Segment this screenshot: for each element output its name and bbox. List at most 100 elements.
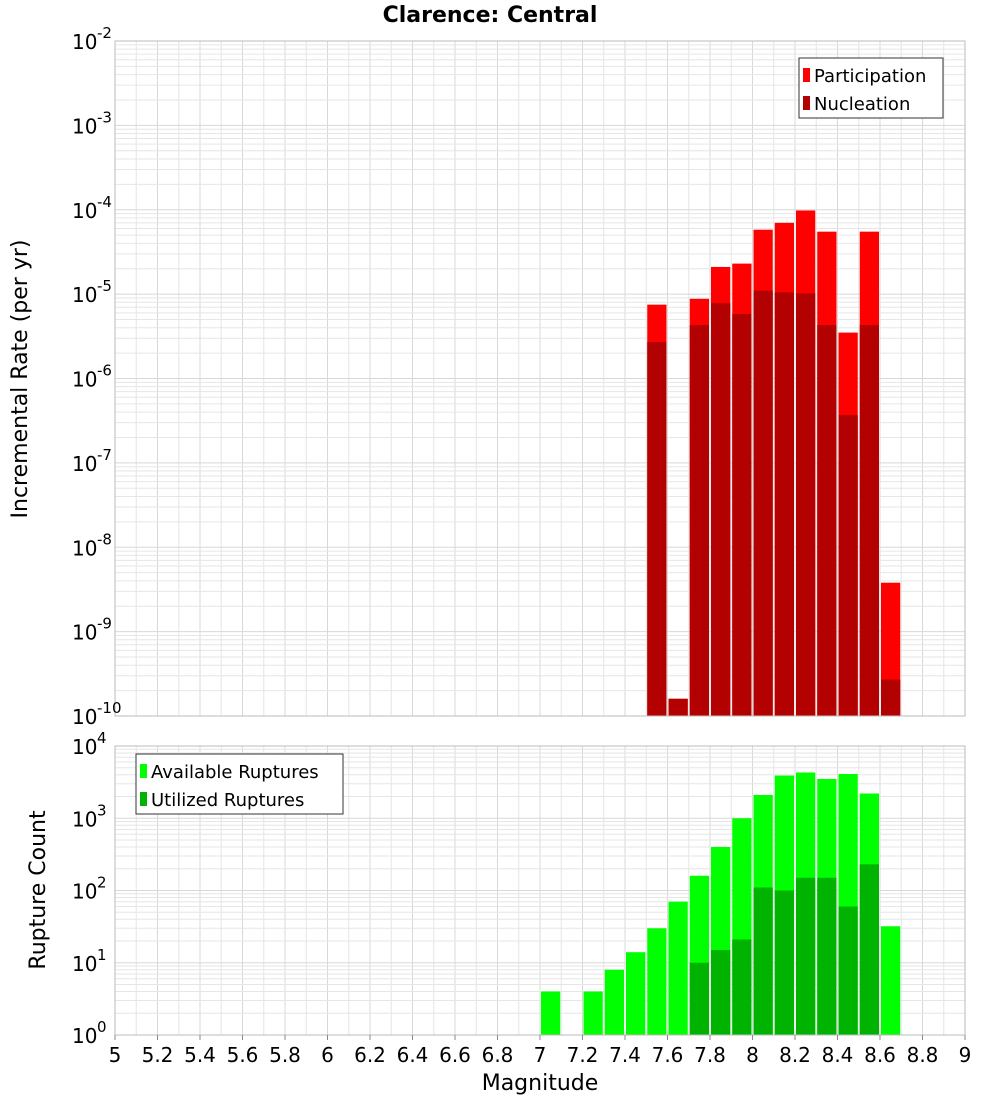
x-tick-label: 5.6 bbox=[227, 1043, 259, 1067]
bar-nucleation bbox=[838, 414, 858, 716]
y-tick-label: 10 bbox=[72, 30, 97, 54]
bottom-legend: Available Ruptures Utilized Ruptures bbox=[135, 753, 344, 815]
y-tick-label: 10 bbox=[72, 199, 97, 223]
bar-nucleation bbox=[881, 679, 901, 716]
legend-box bbox=[798, 57, 944, 119]
bar-available-ruptures bbox=[604, 969, 624, 1035]
x-tick-label: 8 bbox=[746, 1043, 759, 1067]
x-tick-label: 6.2 bbox=[354, 1043, 386, 1067]
x-axis-label: Magnitude bbox=[482, 1071, 599, 1096]
bar-nucleation bbox=[753, 290, 773, 716]
top-legend: Participation Nucleation bbox=[798, 57, 944, 119]
y-tick-label: 10 bbox=[72, 705, 97, 729]
y-tick-label: 10 bbox=[72, 283, 97, 307]
bar-utilized-ruptures bbox=[774, 890, 794, 1035]
y-tick-label: 10 bbox=[72, 114, 97, 138]
legend-label: Nucleation bbox=[814, 94, 910, 115]
y-tick-exponent: -3 bbox=[97, 108, 112, 126]
y-tick-exponent: 1 bbox=[97, 946, 107, 964]
y-tick-exponent: -6 bbox=[97, 362, 112, 380]
y-tick-label: 10 bbox=[72, 952, 97, 976]
bar-available-ruptures bbox=[668, 901, 688, 1035]
bottom-bars bbox=[541, 772, 901, 1035]
bar-nucleation bbox=[711, 303, 731, 716]
y-tick-label: 10 bbox=[72, 735, 97, 759]
y-tick-exponent: -7 bbox=[97, 446, 112, 464]
y-tick-label: 10 bbox=[72, 452, 97, 476]
top-bars bbox=[647, 210, 901, 717]
y-tick-exponent: 4 bbox=[97, 729, 107, 747]
y-tick-exponent: -8 bbox=[97, 530, 112, 548]
legend-swatch bbox=[140, 764, 147, 778]
bar-nucleation bbox=[817, 325, 837, 716]
legend-box bbox=[135, 753, 344, 815]
legend-swatch bbox=[803, 96, 810, 110]
y-tick-label: 10 bbox=[72, 1024, 97, 1048]
x-tick-label: 7 bbox=[534, 1043, 547, 1067]
bar-utilized-ruptures bbox=[817, 877, 837, 1035]
top-grid bbox=[114, 41, 966, 717]
x-tick-label: 6 bbox=[321, 1043, 334, 1067]
chart-title: Clarence: Central bbox=[383, 3, 598, 28]
y-tick-label: 10 bbox=[72, 880, 97, 904]
x-tick-label: 7.6 bbox=[652, 1043, 684, 1067]
legend-swatch bbox=[803, 68, 810, 82]
bar-utilized-ruptures bbox=[859, 864, 879, 1035]
bar-nucleation bbox=[647, 342, 667, 716]
x-tick-label: 8.6 bbox=[864, 1043, 896, 1067]
y-tick-exponent: -4 bbox=[97, 193, 112, 211]
legend-label: Utilized Ruptures bbox=[151, 790, 304, 811]
bar-available-ruptures bbox=[583, 991, 603, 1035]
bar-available-ruptures bbox=[541, 991, 561, 1035]
x-tick-label: 5.2 bbox=[142, 1043, 174, 1067]
y-tick-exponent: 2 bbox=[97, 874, 107, 892]
y-tick-exponent: -10 bbox=[97, 699, 122, 717]
bar-nucleation bbox=[774, 292, 794, 716]
bar-utilized-ruptures bbox=[711, 950, 731, 1035]
x-tick-label: 5.8 bbox=[269, 1043, 301, 1067]
bar-nucleation bbox=[796, 293, 816, 716]
x-tick-label: 7.4 bbox=[609, 1043, 641, 1067]
x-tick-label: 7.8 bbox=[694, 1043, 726, 1067]
x-ticks: 5 5.2 5.4 5.6 5.8 6 6.2 6.4 6.6 6.8 7 7.2 7.4 7.6 7.8 8… bbox=[109, 1035, 972, 1067]
bar-available-ruptures bbox=[881, 926, 901, 1035]
y-tick-exponent: -2 bbox=[97, 24, 112, 42]
y-tick-exponent: -5 bbox=[97, 277, 112, 295]
bar-nucleation bbox=[859, 325, 879, 716]
bar-utilized-ruptures bbox=[689, 962, 709, 1035]
y-tick-label: 10 bbox=[72, 368, 97, 392]
y-tick-exponent: -9 bbox=[97, 615, 112, 633]
bar-utilized-ruptures bbox=[753, 887, 773, 1035]
x-tick-label: 6.8 bbox=[482, 1043, 514, 1067]
bar-utilized-ruptures bbox=[732, 939, 752, 1035]
legend-swatch bbox=[140, 792, 147, 806]
x-tick-label: 5.4 bbox=[184, 1043, 216, 1067]
x-tick-label: 6.6 bbox=[439, 1043, 471, 1067]
top-plot-frame bbox=[114, 40, 966, 717]
x-tick-label: 9 bbox=[959, 1043, 972, 1067]
top-y-axis-label: Incremental Rate (per yr) bbox=[8, 240, 33, 519]
bar-available-ruptures bbox=[626, 952, 646, 1035]
bar-available-ruptures bbox=[647, 928, 667, 1035]
y-tick-exponent: 3 bbox=[97, 801, 107, 819]
x-tick-label: 6.4 bbox=[397, 1043, 429, 1067]
y-tick-label: 10 bbox=[72, 621, 97, 645]
y-tick-label: 10 bbox=[72, 536, 97, 560]
bar-nucleation bbox=[689, 325, 709, 716]
x-tick-label: 8.2 bbox=[779, 1043, 811, 1067]
bar-nucleation bbox=[732, 314, 752, 716]
legend-label: Participation bbox=[814, 66, 926, 87]
x-tick-label: 5 bbox=[109, 1043, 122, 1067]
x-tick-label: 7.2 bbox=[567, 1043, 599, 1067]
bar-utilized-ruptures bbox=[796, 877, 816, 1035]
y-tick-exponent: 0 bbox=[97, 1018, 107, 1036]
x-tick-label: 8.8 bbox=[907, 1043, 939, 1067]
legend-label: Available Ruptures bbox=[151, 762, 319, 783]
bar-nucleation bbox=[668, 698, 688, 716]
y-tick-label: 10 bbox=[72, 807, 97, 831]
